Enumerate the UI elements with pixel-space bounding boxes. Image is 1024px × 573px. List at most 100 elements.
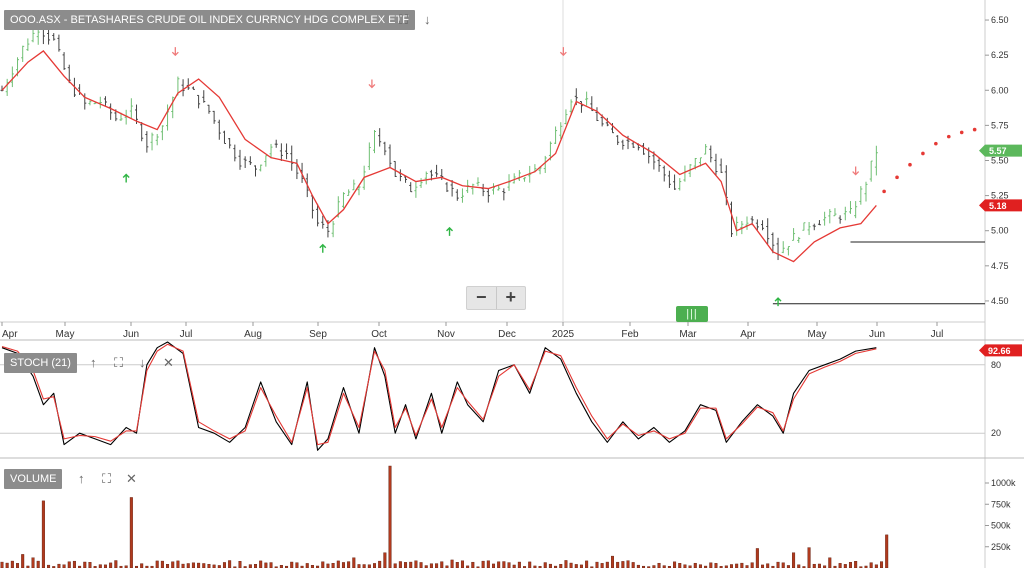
volume-bar xyxy=(186,563,190,569)
volume-bar xyxy=(176,560,180,569)
month-label: 2025 xyxy=(552,329,575,340)
volume-bar xyxy=(605,561,609,569)
stoch-fullscreen-icon[interactable]: ⛶ xyxy=(114,355,124,370)
volume-bar xyxy=(109,562,113,569)
volume-bar xyxy=(781,562,785,569)
volume-fullscreen-icon[interactable]: ⛶ xyxy=(102,471,112,486)
volume-bar xyxy=(409,561,413,569)
volume-bar xyxy=(57,563,61,569)
price-tick-label: 5.50 xyxy=(991,155,1009,165)
buy-arrow-icon xyxy=(446,226,454,236)
volume-bar xyxy=(621,561,625,569)
volume-bar xyxy=(610,555,614,569)
volume-bar xyxy=(378,560,382,569)
volume-bar xyxy=(817,563,821,569)
volume-bar xyxy=(129,497,133,569)
volume-bar xyxy=(326,563,330,569)
month-label: Mar xyxy=(679,329,697,340)
volume-bar xyxy=(435,563,439,569)
volume-move-up-icon[interactable]: ↑ xyxy=(78,471,85,486)
sell-arrow-icon xyxy=(559,47,567,57)
volume-bar xyxy=(626,560,630,569)
volume-bar xyxy=(41,500,45,569)
price-tick-label: 6.50 xyxy=(991,15,1009,25)
month-label: Nov xyxy=(437,329,455,340)
stoch-close-icon[interactable]: ✕ xyxy=(163,355,174,370)
volume-bar xyxy=(31,557,35,569)
volume-bar xyxy=(502,561,506,569)
volume-tick-label: 1000k xyxy=(991,478,1016,488)
price-tick-label: 4.50 xyxy=(991,296,1009,306)
volume-bar xyxy=(341,562,345,569)
month-label: Sep xyxy=(309,329,327,340)
stoch-move-up-icon[interactable]: ↑ xyxy=(90,355,97,370)
volume-bar xyxy=(114,560,118,569)
month-label: May xyxy=(56,329,75,340)
volume-bar xyxy=(259,560,263,569)
price-tick-label: 5.25 xyxy=(991,191,1009,201)
volume-bar xyxy=(295,562,299,569)
zoom-controls: − + xyxy=(466,286,526,310)
volume-bar xyxy=(429,563,433,569)
volume-bar xyxy=(191,562,195,569)
volume-bar xyxy=(238,561,242,569)
volume-bar xyxy=(880,561,884,569)
month-label: Apr xyxy=(740,329,756,340)
volume-close-icon[interactable]: ✕ xyxy=(126,471,137,486)
volume-bar xyxy=(492,563,496,569)
sell-arrow-icon xyxy=(852,166,860,176)
volume-bar xyxy=(197,562,201,569)
volume-bar xyxy=(290,561,294,569)
volume-bar xyxy=(776,561,780,569)
stoch-tick-label: 20 xyxy=(991,428,1001,438)
stoch-tick-label: 80 xyxy=(991,360,1001,370)
volume-bar xyxy=(673,561,677,569)
month-label: Dec xyxy=(498,329,516,340)
stoch-d-line xyxy=(1,343,877,446)
volume-bar xyxy=(766,563,770,569)
volume-bar xyxy=(140,563,144,569)
volume-bar xyxy=(305,563,309,569)
volume-bar xyxy=(181,563,185,569)
volume-bar xyxy=(543,562,547,569)
volume-bar xyxy=(166,564,170,569)
volume-bar xyxy=(631,562,635,569)
volume-bar xyxy=(792,552,796,569)
price-tick-label: 6.25 xyxy=(991,50,1009,60)
last-price-label: 5.57 xyxy=(989,146,1007,156)
volume-bar xyxy=(735,563,739,569)
volume-bar xyxy=(740,562,744,569)
projection-dot xyxy=(921,151,925,156)
zoom-out-button[interactable]: − xyxy=(475,287,487,307)
stoch-move-down-icon[interactable]: ↓ xyxy=(139,355,146,370)
projection-dot xyxy=(946,134,951,139)
fullscreen-icon[interactable]: ⛶ xyxy=(399,12,409,27)
month-label: Jul xyxy=(931,329,944,340)
volume-bar xyxy=(838,563,842,569)
volume-bar xyxy=(383,552,387,569)
volume-bar xyxy=(714,563,718,569)
month-label: Aug xyxy=(244,329,262,340)
volume-bar xyxy=(750,562,754,569)
move-down-icon[interactable]: ↓ xyxy=(424,12,431,27)
volume-bar xyxy=(869,562,873,569)
volume-bar xyxy=(729,564,733,569)
buy-arrow-icon xyxy=(319,243,327,253)
volume-bar xyxy=(388,465,392,569)
month-label: Apr xyxy=(2,329,18,340)
volume-bar xyxy=(481,560,485,569)
volume-bar xyxy=(254,564,258,569)
volume-bar xyxy=(657,562,661,569)
volume-bar xyxy=(171,561,175,569)
projection-dot xyxy=(882,189,886,194)
navigator-handle[interactable]: ||| xyxy=(676,306,708,322)
volume-bar xyxy=(228,560,232,569)
volume-bar xyxy=(569,562,573,569)
zoom-in-button[interactable]: + xyxy=(495,287,526,309)
last-price-label-bg xyxy=(979,144,1022,157)
month-label: Feb xyxy=(621,329,639,340)
main-chart-title: OOO.ASX - BETASHARES CRUDE OIL INDEX CUR… xyxy=(4,10,415,30)
volume-bar xyxy=(98,564,102,569)
volume-bar xyxy=(83,561,87,569)
